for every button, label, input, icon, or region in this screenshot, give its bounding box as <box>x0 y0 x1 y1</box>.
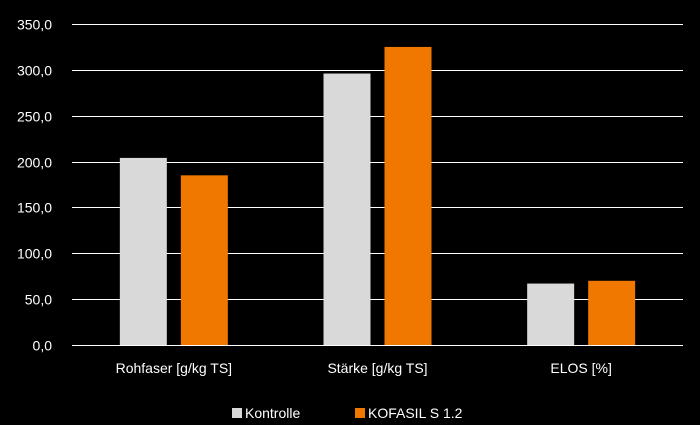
legend: Kontrolle KOFASIL S 1.2 <box>232 405 463 421</box>
y-axis-tick-labels: 0,0 50,0 100,0 150,0 200,0 250,0 300,0 350,0 <box>17 17 52 354</box>
bar-kontrolle-0 <box>119 157 167 345</box>
bar-kofasil-0 <box>180 175 228 345</box>
y-tick-label: 200,0 <box>17 155 52 171</box>
x-category-label: Stärke [g/kg TS] <box>327 360 427 376</box>
bar-kofasil-1 <box>384 46 432 346</box>
x-category-label: Rohfaser [g/kg TS] <box>116 360 232 376</box>
legend-swatch <box>232 408 242 418</box>
bars <box>119 46 636 346</box>
bar-kofasil-2 <box>588 280 636 345</box>
x-axis-category-labels: Rohfaser [g/kg TS] Stärke [g/kg TS] ELOS [… <box>116 360 612 376</box>
x-category-label: ELOS [%] <box>550 360 611 376</box>
legend-label: Kontrolle <box>245 405 300 421</box>
bar-kontrolle-2 <box>527 283 575 345</box>
legend-swatch <box>355 408 365 418</box>
legend-label: KOFASIL S 1.2 <box>368 405 463 421</box>
y-tick-label: 250,0 <box>17 109 52 125</box>
y-tick-label: 350,0 <box>17 17 52 33</box>
bar-kontrolle-1 <box>323 73 371 346</box>
y-tick-label: 300,0 <box>17 63 52 79</box>
y-tick-label: 100,0 <box>17 246 52 262</box>
y-tick-label: 50,0 <box>25 292 52 308</box>
y-tick-label: 150,0 <box>17 200 52 216</box>
y-tick-label: 0,0 <box>33 338 53 354</box>
gridlines <box>72 24 683 346</box>
